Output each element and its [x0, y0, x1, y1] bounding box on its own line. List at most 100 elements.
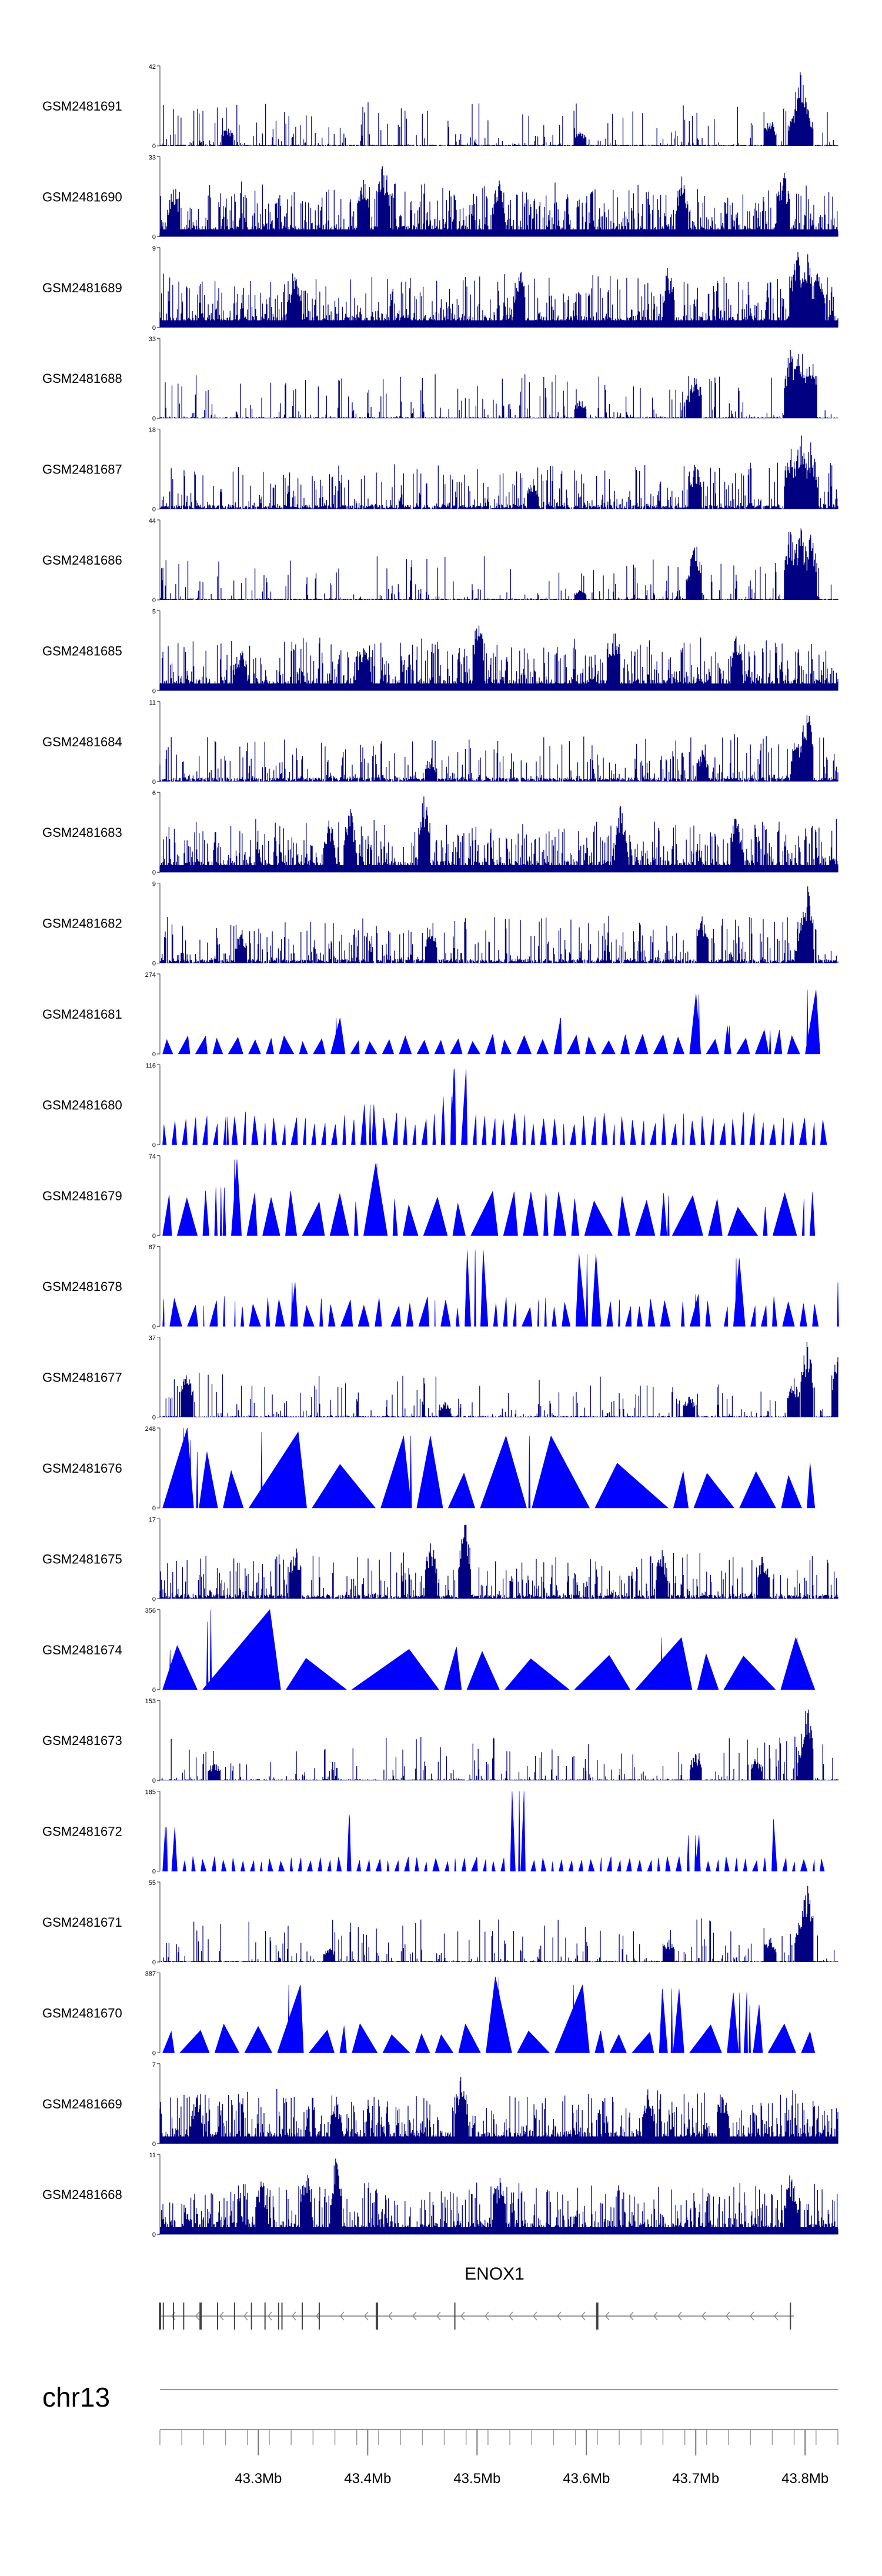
- y-min-label: 0: [152, 143, 156, 150]
- y-max-label: 11: [149, 699, 156, 706]
- chromosome-label: chr13: [42, 2382, 110, 2413]
- signal-bars: [159, 1342, 838, 1417]
- y-max-label: 274: [145, 972, 156, 979]
- signal-bars: [159, 1886, 838, 1962]
- tick-label: 43.7Mb: [672, 2471, 719, 2487]
- y-min-label: 0: [152, 869, 156, 876]
- track-label: GSM2481689: [42, 281, 122, 295]
- track-GSM2481682: GSM2481682 9 0: [42, 881, 838, 967]
- y-max-label: 74: [149, 1153, 156, 1160]
- track-GSM2481690: GSM2481690 33 0: [42, 154, 838, 241]
- signal-baseline: [160, 320, 838, 328]
- y-min-label: 0: [152, 1233, 156, 1240]
- y-max-label: 11: [149, 2152, 156, 2159]
- y-min-label: 0: [152, 688, 156, 695]
- coverage-area: [162, 990, 821, 1055]
- track-label: GSM2481685: [42, 643, 122, 658]
- y-max-label: 7: [152, 2061, 156, 2068]
- track-GSM2481686: GSM2481686 44 0: [42, 518, 838, 604]
- gene-exon: [199, 2303, 202, 2330]
- track-label: GSM2481691: [42, 99, 122, 114]
- tick-label: 43.6Mb: [563, 2471, 610, 2487]
- track-GSM2481676: GSM2481676 248 0: [42, 1426, 816, 1512]
- track-label: GSM2481677: [42, 1370, 122, 1385]
- signal-bars: [159, 1709, 838, 1781]
- signal-baseline: [160, 865, 838, 873]
- tick-label: 43.5Mb: [453, 2471, 500, 2487]
- signal-bars: [159, 72, 838, 146]
- gene-exon: [790, 2303, 791, 2330]
- track-GSM2481674: GSM2481674 356 0: [42, 1607, 816, 1694]
- gene-exon: [183, 2303, 185, 2330]
- y-max-label: 5: [152, 608, 156, 615]
- y-max-label: 44: [149, 518, 156, 525]
- track-GSM2481683: GSM2481683 6 0: [42, 790, 838, 876]
- y-min-label: 0: [152, 1596, 156, 1603]
- y-min-label: 0: [152, 1142, 156, 1149]
- track-label: GSM2481681: [42, 1007, 122, 1022]
- track-label: GSM2481669: [42, 2097, 122, 2111]
- y-min-label: 0: [152, 1687, 156, 1694]
- track-label: GSM2481688: [42, 371, 122, 386]
- track-GSM2481671: GSM2481671 55 0: [42, 1880, 838, 1966]
- signal-bars: [159, 715, 838, 782]
- track-label: GSM2481675: [42, 1551, 122, 1566]
- track-GSM2481669: GSM2481669 7 0: [42, 2061, 838, 2148]
- y-min-label: 0: [152, 325, 156, 332]
- signal-bars: [159, 2158, 838, 2235]
- signal-baseline: [160, 2227, 838, 2235]
- y-max-label: 87: [149, 1244, 156, 1251]
- track-label: GSM2481683: [42, 825, 122, 840]
- signal-bars: [159, 528, 838, 600]
- gene-exon: [454, 2303, 456, 2330]
- gene-exon: [375, 2303, 378, 2330]
- track-label: GSM2481671: [42, 1915, 122, 1930]
- gene-label: ENOX1: [465, 2264, 524, 2284]
- track-GSM2481685: GSM2481685 5 0: [42, 608, 838, 695]
- signal-bars: [159, 796, 838, 873]
- y-max-label: 185: [145, 1789, 156, 1796]
- gene-exon: [173, 2303, 175, 2330]
- y-min-label: 0: [152, 2141, 156, 2148]
- track-label: GSM2481679: [42, 1189, 122, 1203]
- y-min-label: 0: [152, 1414, 156, 1422]
- y-max-label: 356: [145, 1607, 156, 1614]
- coverage-area: [162, 1977, 816, 2053]
- signal-bars: [159, 625, 838, 691]
- y-max-label: 9: [152, 245, 156, 252]
- track-label: GSM2481684: [42, 735, 122, 749]
- y-max-label: 18: [149, 427, 156, 434]
- y-min-label: 0: [152, 415, 156, 422]
- signal-bars: [159, 1524, 838, 1599]
- y-max-label: 248: [145, 1426, 156, 1433]
- track-GSM2481678: GSM2481678 87 0: [42, 1244, 839, 1330]
- coverage-area: [162, 1250, 839, 1327]
- track-GSM2481680: GSM2481680 116 0: [42, 1062, 827, 1149]
- track-GSM2481673: GSM2481673 153 0: [42, 1698, 838, 1784]
- track-label: GSM2481686: [42, 553, 122, 568]
- track-GSM2481687: GSM2481687 18 0: [42, 427, 838, 513]
- track-GSM2481691: GSM2481691 42 0: [42, 64, 838, 150]
- track-label: GSM2481672: [42, 1824, 122, 1839]
- track-label: GSM2481668: [42, 2187, 122, 2202]
- signal-baseline: [160, 683, 838, 691]
- signal-baseline: [160, 2136, 838, 2144]
- signal-bars: [159, 886, 838, 963]
- y-min-label: 0: [152, 779, 156, 786]
- gene-exon: [596, 2303, 599, 2330]
- y-max-label: 9: [152, 881, 156, 888]
- gene-exon: [302, 2303, 303, 2330]
- y-max-label: 33: [149, 336, 156, 343]
- y-min-label: 0: [152, 1323, 156, 1330]
- y-max-label: 17: [149, 1516, 156, 1523]
- track-label: GSM2481678: [42, 1279, 122, 1294]
- gene-track: ENOX1: [159, 2264, 794, 2330]
- gene-exon: [278, 2303, 279, 2330]
- track-GSM2481688: GSM2481688 33 0: [42, 336, 838, 422]
- track-label: GSM2481676: [42, 1461, 122, 1476]
- track-GSM2481689: GSM2481689 9 0: [42, 245, 838, 332]
- y-min-label: 0: [152, 1051, 156, 1058]
- y-max-label: 37: [149, 1335, 156, 1342]
- gene-exon: [159, 2303, 161, 2330]
